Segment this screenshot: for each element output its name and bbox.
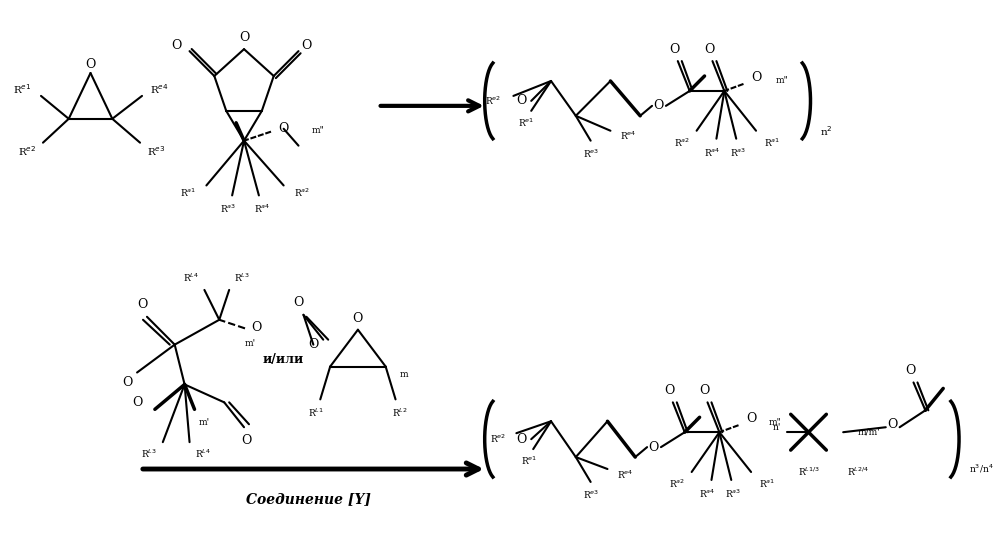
Text: R$^{e3}$: R$^{e3}$: [147, 144, 165, 157]
Text: R$^{L3}$: R$^{L3}$: [234, 272, 250, 284]
Text: R$^{a2}$: R$^{a2}$: [669, 478, 685, 490]
Text: O: O: [648, 441, 658, 454]
Text: R$^{L2/4}$: R$^{L2/4}$: [847, 466, 869, 478]
Text: R$^{e4}$: R$^{e4}$: [617, 469, 634, 481]
Text: O: O: [85, 58, 96, 70]
Text: O: O: [665, 384, 675, 397]
Text: O: O: [132, 396, 142, 409]
Text: R$^{e2}$: R$^{e2}$: [485, 95, 502, 107]
Text: n': n': [773, 423, 781, 432]
Text: O: O: [308, 338, 319, 351]
Text: R$^{a4}$: R$^{a4}$: [699, 488, 716, 500]
Text: n$^3$/n$^4$: n$^3$/n$^4$: [969, 463, 994, 475]
Text: O: O: [278, 122, 289, 135]
Text: R$^{a2}$: R$^{a2}$: [294, 186, 310, 199]
Text: O: O: [751, 70, 761, 84]
Text: O: O: [241, 433, 251, 447]
Text: O: O: [171, 39, 182, 52]
Text: m": m": [769, 418, 782, 427]
Text: m': m': [199, 418, 210, 427]
Text: R$^{L1}$: R$^{L1}$: [308, 406, 324, 419]
Text: R$^{e3}$: R$^{e3}$: [583, 147, 599, 160]
Text: m: m: [400, 370, 408, 379]
Text: n$^2$: n$^2$: [820, 124, 833, 138]
Text: O: O: [704, 43, 715, 56]
Text: R$^{e1}$: R$^{e1}$: [13, 82, 31, 96]
Text: R$^{L1/3}$: R$^{L1/3}$: [798, 466, 820, 478]
Text: O: O: [670, 43, 680, 56]
Text: O: O: [252, 321, 262, 334]
Text: O: O: [122, 376, 132, 389]
Text: O: O: [293, 296, 304, 309]
Text: O: O: [653, 100, 663, 112]
Text: R$^{a3}$: R$^{a3}$: [725, 488, 741, 500]
Text: O: O: [137, 298, 147, 311]
Text: R$^{e1}$: R$^{e1}$: [518, 117, 534, 129]
Text: m": m": [311, 126, 324, 135]
Text: O: O: [888, 418, 898, 431]
Text: O: O: [905, 364, 916, 377]
Text: O: O: [746, 412, 756, 425]
Text: R$^{a1}$: R$^{a1}$: [180, 186, 196, 199]
Text: m": m": [776, 76, 789, 85]
Text: Соединение [Y]: Соединение [Y]: [246, 492, 371, 506]
Text: R$^{e2}$: R$^{e2}$: [490, 433, 506, 446]
Text: O: O: [239, 31, 249, 43]
Text: R$^{L4}$: R$^{L4}$: [183, 272, 199, 284]
Text: R$^{a3}$: R$^{a3}$: [220, 202, 236, 215]
Text: R$^{a2}$: R$^{a2}$: [674, 136, 690, 149]
Text: m/m': m/m': [858, 428, 881, 437]
Text: R$^{e1}$: R$^{e1}$: [521, 455, 537, 468]
Text: R$^{e4}$: R$^{e4}$: [620, 129, 637, 142]
Text: R$^{a3}$: R$^{a3}$: [730, 146, 746, 159]
Text: и/или: и/или: [263, 353, 304, 366]
Text: R$^{e4}$: R$^{e4}$: [150, 82, 169, 96]
Text: O: O: [353, 312, 363, 325]
Text: m': m': [245, 339, 256, 348]
Text: R$^{a1}$: R$^{a1}$: [759, 478, 775, 490]
Text: O: O: [516, 95, 527, 107]
Text: R$^{a1}$: R$^{a1}$: [764, 136, 780, 149]
Text: R$^{a4}$: R$^{a4}$: [254, 202, 270, 215]
Text: R$^{L2}$: R$^{L2}$: [392, 406, 407, 419]
Text: R$^{e3}$: R$^{e3}$: [583, 489, 599, 501]
Text: O: O: [301, 39, 312, 52]
Text: O: O: [699, 384, 710, 397]
Text: O: O: [516, 433, 527, 446]
Text: R$^{a4}$: R$^{a4}$: [704, 146, 721, 159]
Text: R$^{L4}$: R$^{L4}$: [195, 448, 211, 460]
Text: R$^{e2}$: R$^{e2}$: [18, 144, 36, 157]
Text: R$^{L3}$: R$^{L3}$: [141, 448, 157, 460]
